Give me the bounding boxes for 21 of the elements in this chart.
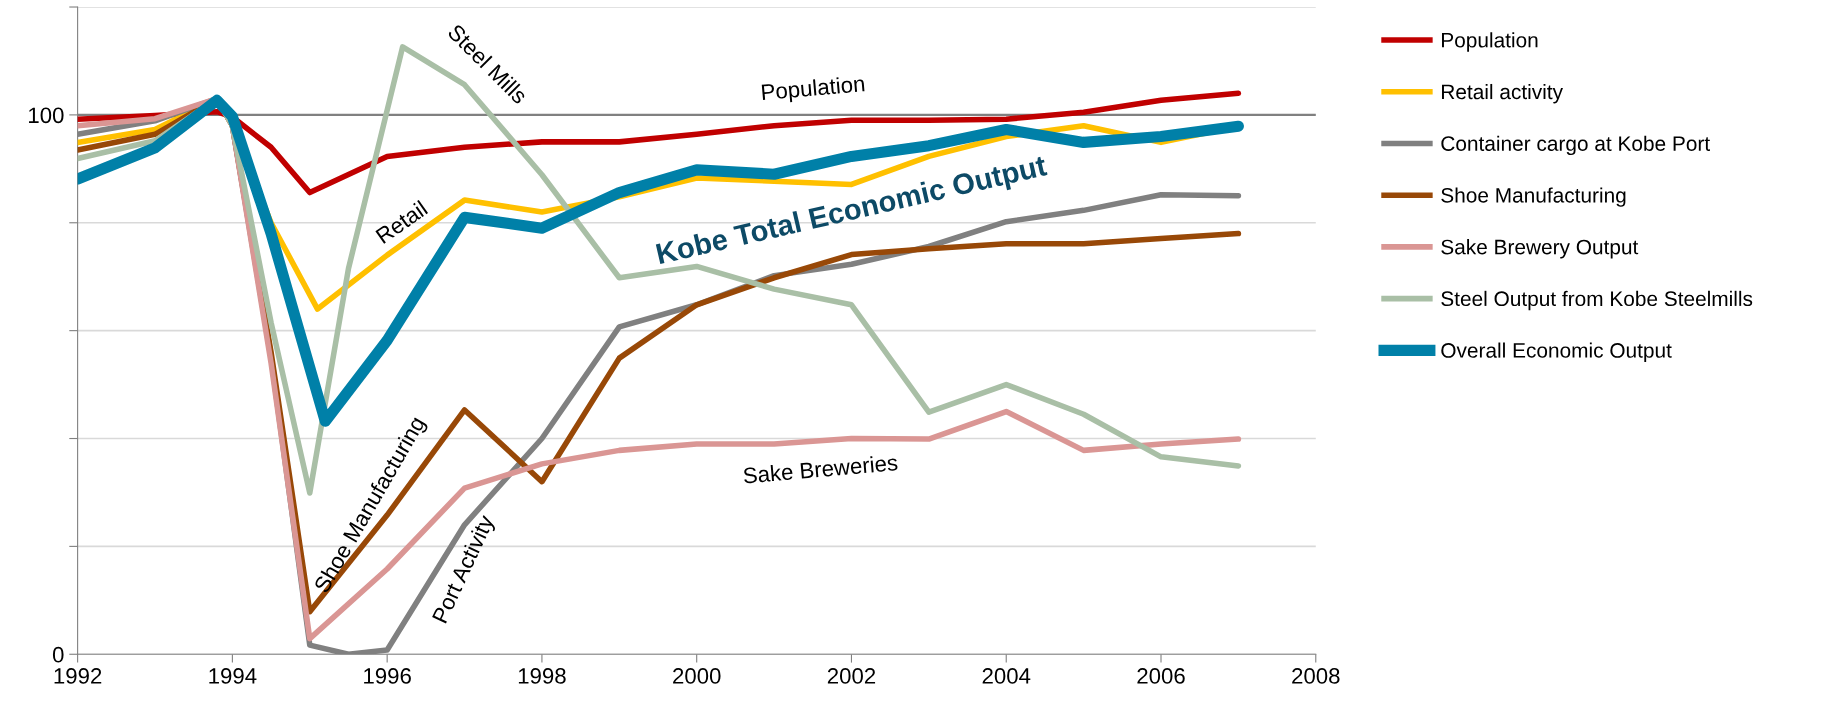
annotation: Sake Breweries <box>743 454 898 484</box>
legend-label: Population <box>1442 32 1538 52</box>
annotation: Population <box>761 75 865 105</box>
x-tick-label: 2000 <box>673 668 721 684</box>
annotation: Kobe Total Economic Output <box>655 154 1049 270</box>
x-tick-label: 2006 <box>1137 668 1185 684</box>
legend-label: Overall Economic Output <box>1441 342 1672 362</box>
x-tick-label: 1994 <box>209 668 257 684</box>
x-tick-label: 1998 <box>518 668 566 684</box>
x-tick-label: 2004 <box>982 668 1031 684</box>
x-tick-label: 2008 <box>1292 668 1340 684</box>
legend-label: Shoe Manufacturing <box>1441 187 1626 207</box>
legend-label: Sake Brewery Output <box>1441 239 1639 259</box>
y-tick-label: 100 <box>29 107 64 124</box>
y-tick-label: 0 <box>52 646 64 663</box>
x-tick-label: 1996 <box>364 668 411 684</box>
x-tick-label: 1992 <box>54 668 102 684</box>
x-tick-label: 2002 <box>827 668 876 684</box>
legend-label: Retail activity <box>1442 83 1563 104</box>
legend-label: Steel Output from Kobe Steelmills <box>1441 290 1753 311</box>
legend-label: Container cargo at Kobe Port <box>1441 135 1710 156</box>
